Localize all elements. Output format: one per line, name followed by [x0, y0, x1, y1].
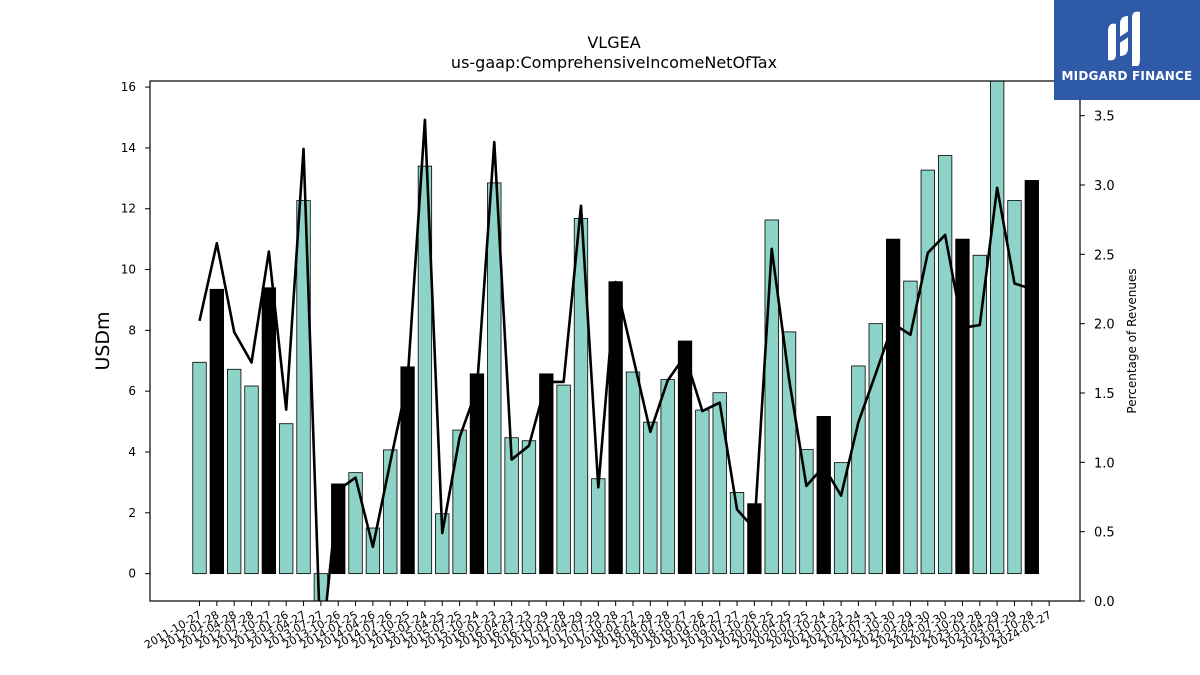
y-axis-left: 0 2 4 6 8 10 12 14 16: [121, 80, 150, 581]
bar: [192, 361, 207, 575]
chart-subtitle: us-gaap:ComprehensiveIncomeNetOfTax: [451, 53, 777, 72]
bar: [296, 200, 311, 575]
bar: [487, 182, 502, 575]
bar: [209, 288, 224, 575]
bar: [764, 219, 779, 575]
bar: [261, 287, 277, 575]
y-tick-label: 6: [128, 384, 136, 398]
y-tick-label: 10: [121, 263, 136, 277]
bar: [695, 409, 710, 575]
bar: [660, 379, 675, 575]
bar: [643, 421, 658, 575]
bar: [781, 331, 797, 575]
bar: [747, 503, 762, 575]
bar: [244, 385, 259, 575]
bar: [903, 280, 918, 575]
bar: [920, 169, 935, 575]
bar: [521, 440, 537, 575]
bar: [816, 416, 831, 575]
bar: [331, 483, 346, 575]
bar: [989, 81, 1005, 575]
y-tick-label: 16: [121, 80, 136, 94]
bar: [539, 373, 554, 575]
y-right-tick-label: 1.5: [1094, 387, 1115, 402]
bar: [851, 365, 866, 575]
bar: [365, 527, 381, 575]
bar: [712, 392, 727, 575]
y-tick-label: 12: [121, 202, 136, 216]
bar: [799, 449, 814, 575]
bar: [972, 254, 987, 575]
bar: [348, 472, 363, 575]
y-axis-right: 0.0 0.5 1.0 1.5 2.0 2.5 3.0 3.5: [1080, 110, 1115, 610]
brand-logo: MIDGARD FINANCE: [1054, 0, 1200, 100]
y-tick-label: 8: [128, 323, 136, 337]
chart-title: VLGEA: [587, 33, 640, 52]
bar: [885, 238, 901, 575]
bar: [625, 371, 641, 575]
bar: [279, 423, 294, 575]
bar: [955, 238, 970, 575]
y-right-tick-label: 0.5: [1094, 526, 1115, 541]
bar: [677, 340, 693, 575]
bar: [1007, 200, 1022, 575]
midgard-logo-icon: [1108, 11, 1140, 66]
y-right-tick-label: 2.0: [1094, 318, 1115, 333]
line-layer: [198, 118, 1033, 601]
bars-layer: [192, 81, 1039, 601]
y-right-tick-label: 2.5: [1094, 248, 1115, 263]
bar: [227, 368, 242, 575]
y-tick-label: 0: [128, 567, 136, 581]
bar: [591, 478, 606, 575]
y-right-tick-label: 3.5: [1094, 110, 1115, 125]
y-right-tick-label: 0.0: [1094, 595, 1115, 610]
y-axis-label: USDm: [92, 311, 114, 370]
bar: [417, 165, 433, 575]
bar: [937, 155, 953, 575]
bar: [556, 384, 571, 575]
y-tick-label: 14: [121, 141, 136, 155]
plot-frame: [149, 80, 1081, 602]
y-right-tick-label: 3.0: [1094, 179, 1115, 194]
y-tick-label: 2: [128, 506, 136, 520]
y-tick-label: 4: [128, 445, 136, 459]
y-axis-right-label: Percentage of Revenues: [1125, 268, 1139, 413]
bar: [452, 429, 467, 575]
y-right-tick-label: 1.0: [1094, 456, 1115, 471]
x-axis: 2011-10-272012-01-282012-04-282012-07-28…: [142, 601, 1054, 652]
brand-logo-text: MIDGARD FINANCE: [1061, 69, 1193, 83]
percentage-line: [198, 118, 1033, 601]
bar: [1024, 180, 1039, 575]
